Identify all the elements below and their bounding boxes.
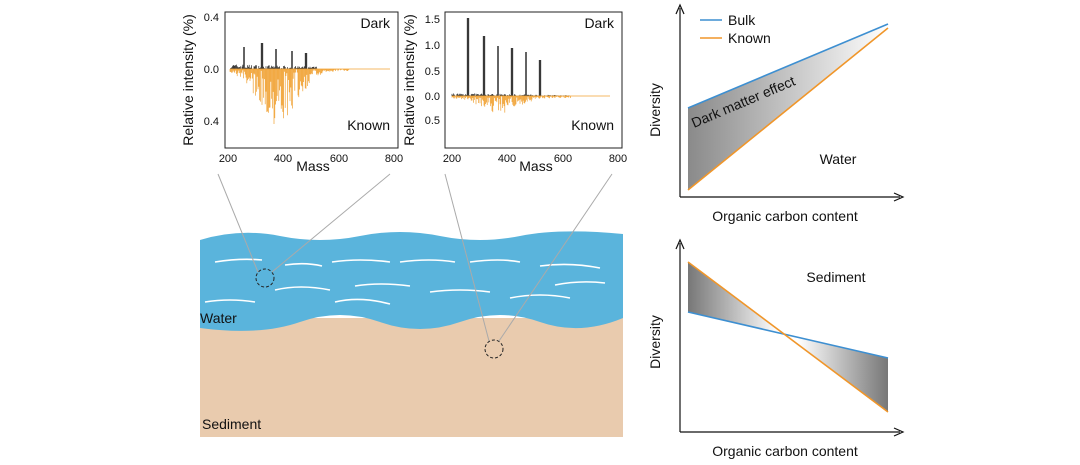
water-label: Water [200,310,237,326]
bulk-line [687,311,889,359]
known-label: Known [571,117,614,133]
sample-circle [255,268,275,288]
known-peaks [451,96,571,113]
dark-label: Dark [584,15,615,31]
x-tick-label: 400 [274,153,292,165]
y-axis-label: Relative intensity (%) [180,14,196,146]
axes [675,238,905,437]
connector-lines [217,173,613,342]
sample-circle [484,339,504,359]
y-tick-label: 0.4 [204,12,219,24]
y-tick-label: 0.5 [425,115,440,127]
dark-peaks [230,43,318,69]
spectrum [451,18,610,113]
x-axis-label: Mass [296,158,329,174]
panel-label: Sediment [806,269,865,285]
x-tick-label: 400 [498,153,516,165]
water-streaks [204,258,606,305]
x-axis-label: Organic carbon content [712,208,858,224]
y-axis-label: Diversity [647,83,663,137]
x-tick-label: 200 [443,153,461,165]
y-tick-label: 0.5 [425,66,440,78]
legend-label: Known [728,30,771,46]
x-axis-label: Organic carbon content [712,443,858,459]
dark-peaks [451,18,570,96]
plot-frame [444,11,623,149]
x-tick-label: 600 [330,153,348,165]
bulk-line [687,23,889,109]
y-axis-label: Diversity [647,315,663,369]
water [200,231,623,331]
sediment-label: Sediment [202,416,261,432]
y-tick-label: 0.0 [204,64,219,76]
sediment [200,318,623,437]
y-tick-label: 0.4 [204,116,219,128]
known-label: Known [347,117,390,133]
known-line [687,261,889,413]
y-tick-label: 1.0 [425,40,440,52]
plot-frame [224,11,399,149]
known-line [687,27,889,191]
dark-label: Dark [360,15,391,31]
panel-label: Water [820,151,857,167]
x-tick-label: 800 [385,153,403,165]
x-tick-label: 200 [219,153,237,165]
x-tick-label: 600 [554,153,572,165]
y-axis-label: Relative intensity (%) [401,14,417,146]
legend-label: Bulk [728,12,756,28]
y-tick-label: 1.5 [425,14,440,26]
known-peaks [229,69,350,124]
axes [675,3,905,202]
spectrum [229,43,390,124]
x-axis-label: Mass [519,158,552,174]
y-tick-label: 0.0 [425,91,440,103]
x-tick-label: 800 [609,153,627,165]
